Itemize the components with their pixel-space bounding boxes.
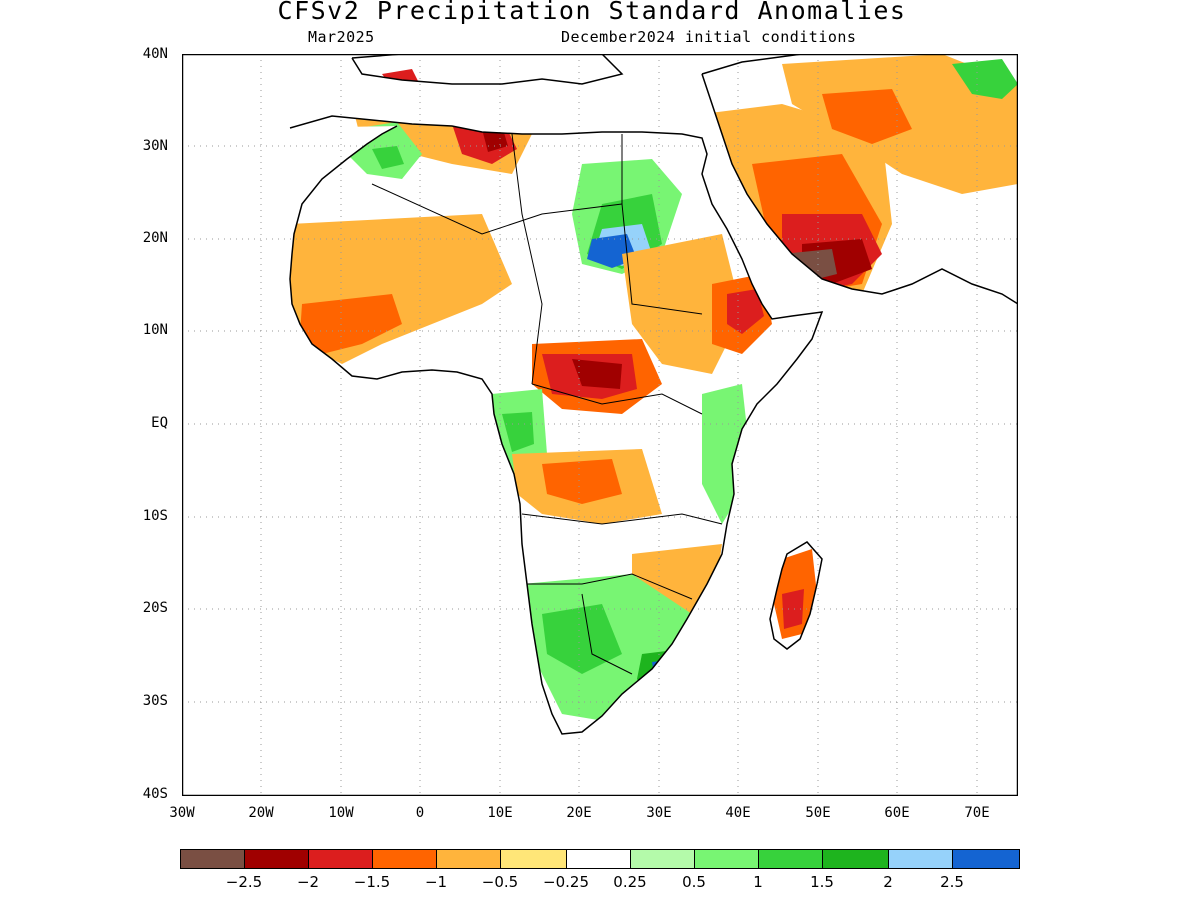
anomaly-shading [290, 54, 1018, 734]
colorbar-swatch [244, 849, 309, 869]
colorbar-swatch [308, 849, 373, 869]
lon-label: 30E [646, 805, 672, 821]
colorbar-label: 1.5 [810, 873, 834, 891]
lat-label: 20S [142, 600, 168, 616]
colorbar-swatch [372, 849, 437, 869]
colorbar-swatch [630, 849, 695, 869]
lon-label: 0 [415, 805, 425, 821]
valid-month-label: Mar2025 [308, 28, 375, 46]
colorbar-label: −1 [424, 873, 448, 891]
lon-label: 30W [169, 805, 195, 821]
graticule [182, 54, 1018, 796]
colorbar-swatch [758, 849, 823, 869]
colorbar-label: 0.25 [613, 873, 647, 891]
lat-label: 10N [142, 322, 168, 338]
colorbar-swatch [566, 849, 631, 869]
colorbar-swatch [822, 849, 889, 869]
lon-label: 20W [248, 805, 274, 821]
precipitation-anomaly-map [182, 54, 1018, 796]
colorbar-swatch [694, 849, 759, 869]
lat-label: 40S [142, 786, 168, 802]
map-frame [182, 54, 1018, 796]
lon-label: 50E [805, 805, 831, 821]
lat-label: 30S [142, 693, 168, 709]
colorbar-label: 0.5 [682, 873, 706, 891]
lat-label: 20N [142, 230, 168, 246]
colorbar-label: −0.25 [543, 873, 589, 891]
lon-label: 70E [964, 805, 990, 821]
lat-label: 40N [142, 46, 168, 62]
lon-label: 10E [487, 805, 513, 821]
map-title: CFSv2 Precipitation Standard Anomalies [277, 0, 907, 25]
colorbar-swatch [436, 849, 501, 869]
country-borders [371, 133, 723, 675]
colorbar-label: −2.5 [225, 873, 263, 891]
colorbar-swatch [500, 849, 567, 869]
init-conditions-label: December2024 initial conditions [561, 28, 857, 46]
lat-label: 10S [142, 508, 168, 524]
colorbar-swatch [888, 849, 953, 869]
lat-label: EQ [151, 415, 168, 431]
colorbar-label: −2 [296, 873, 320, 891]
colorbar-label: 2 [883, 873, 893, 891]
colorbar-swatch [180, 849, 245, 869]
colorbar-label: 2.5 [940, 873, 964, 891]
colorbar-label: −0.5 [481, 873, 519, 891]
lon-label: 20E [566, 805, 592, 821]
colorbar-swatch [952, 849, 1020, 869]
lon-label: 40E [725, 805, 751, 821]
lat-label: 30N [142, 138, 168, 154]
colorbar-label: 1 [753, 873, 763, 891]
lon-label: 10W [328, 805, 354, 821]
lon-label: 60E [884, 805, 910, 821]
colorbar-label: −1.5 [353, 873, 391, 891]
